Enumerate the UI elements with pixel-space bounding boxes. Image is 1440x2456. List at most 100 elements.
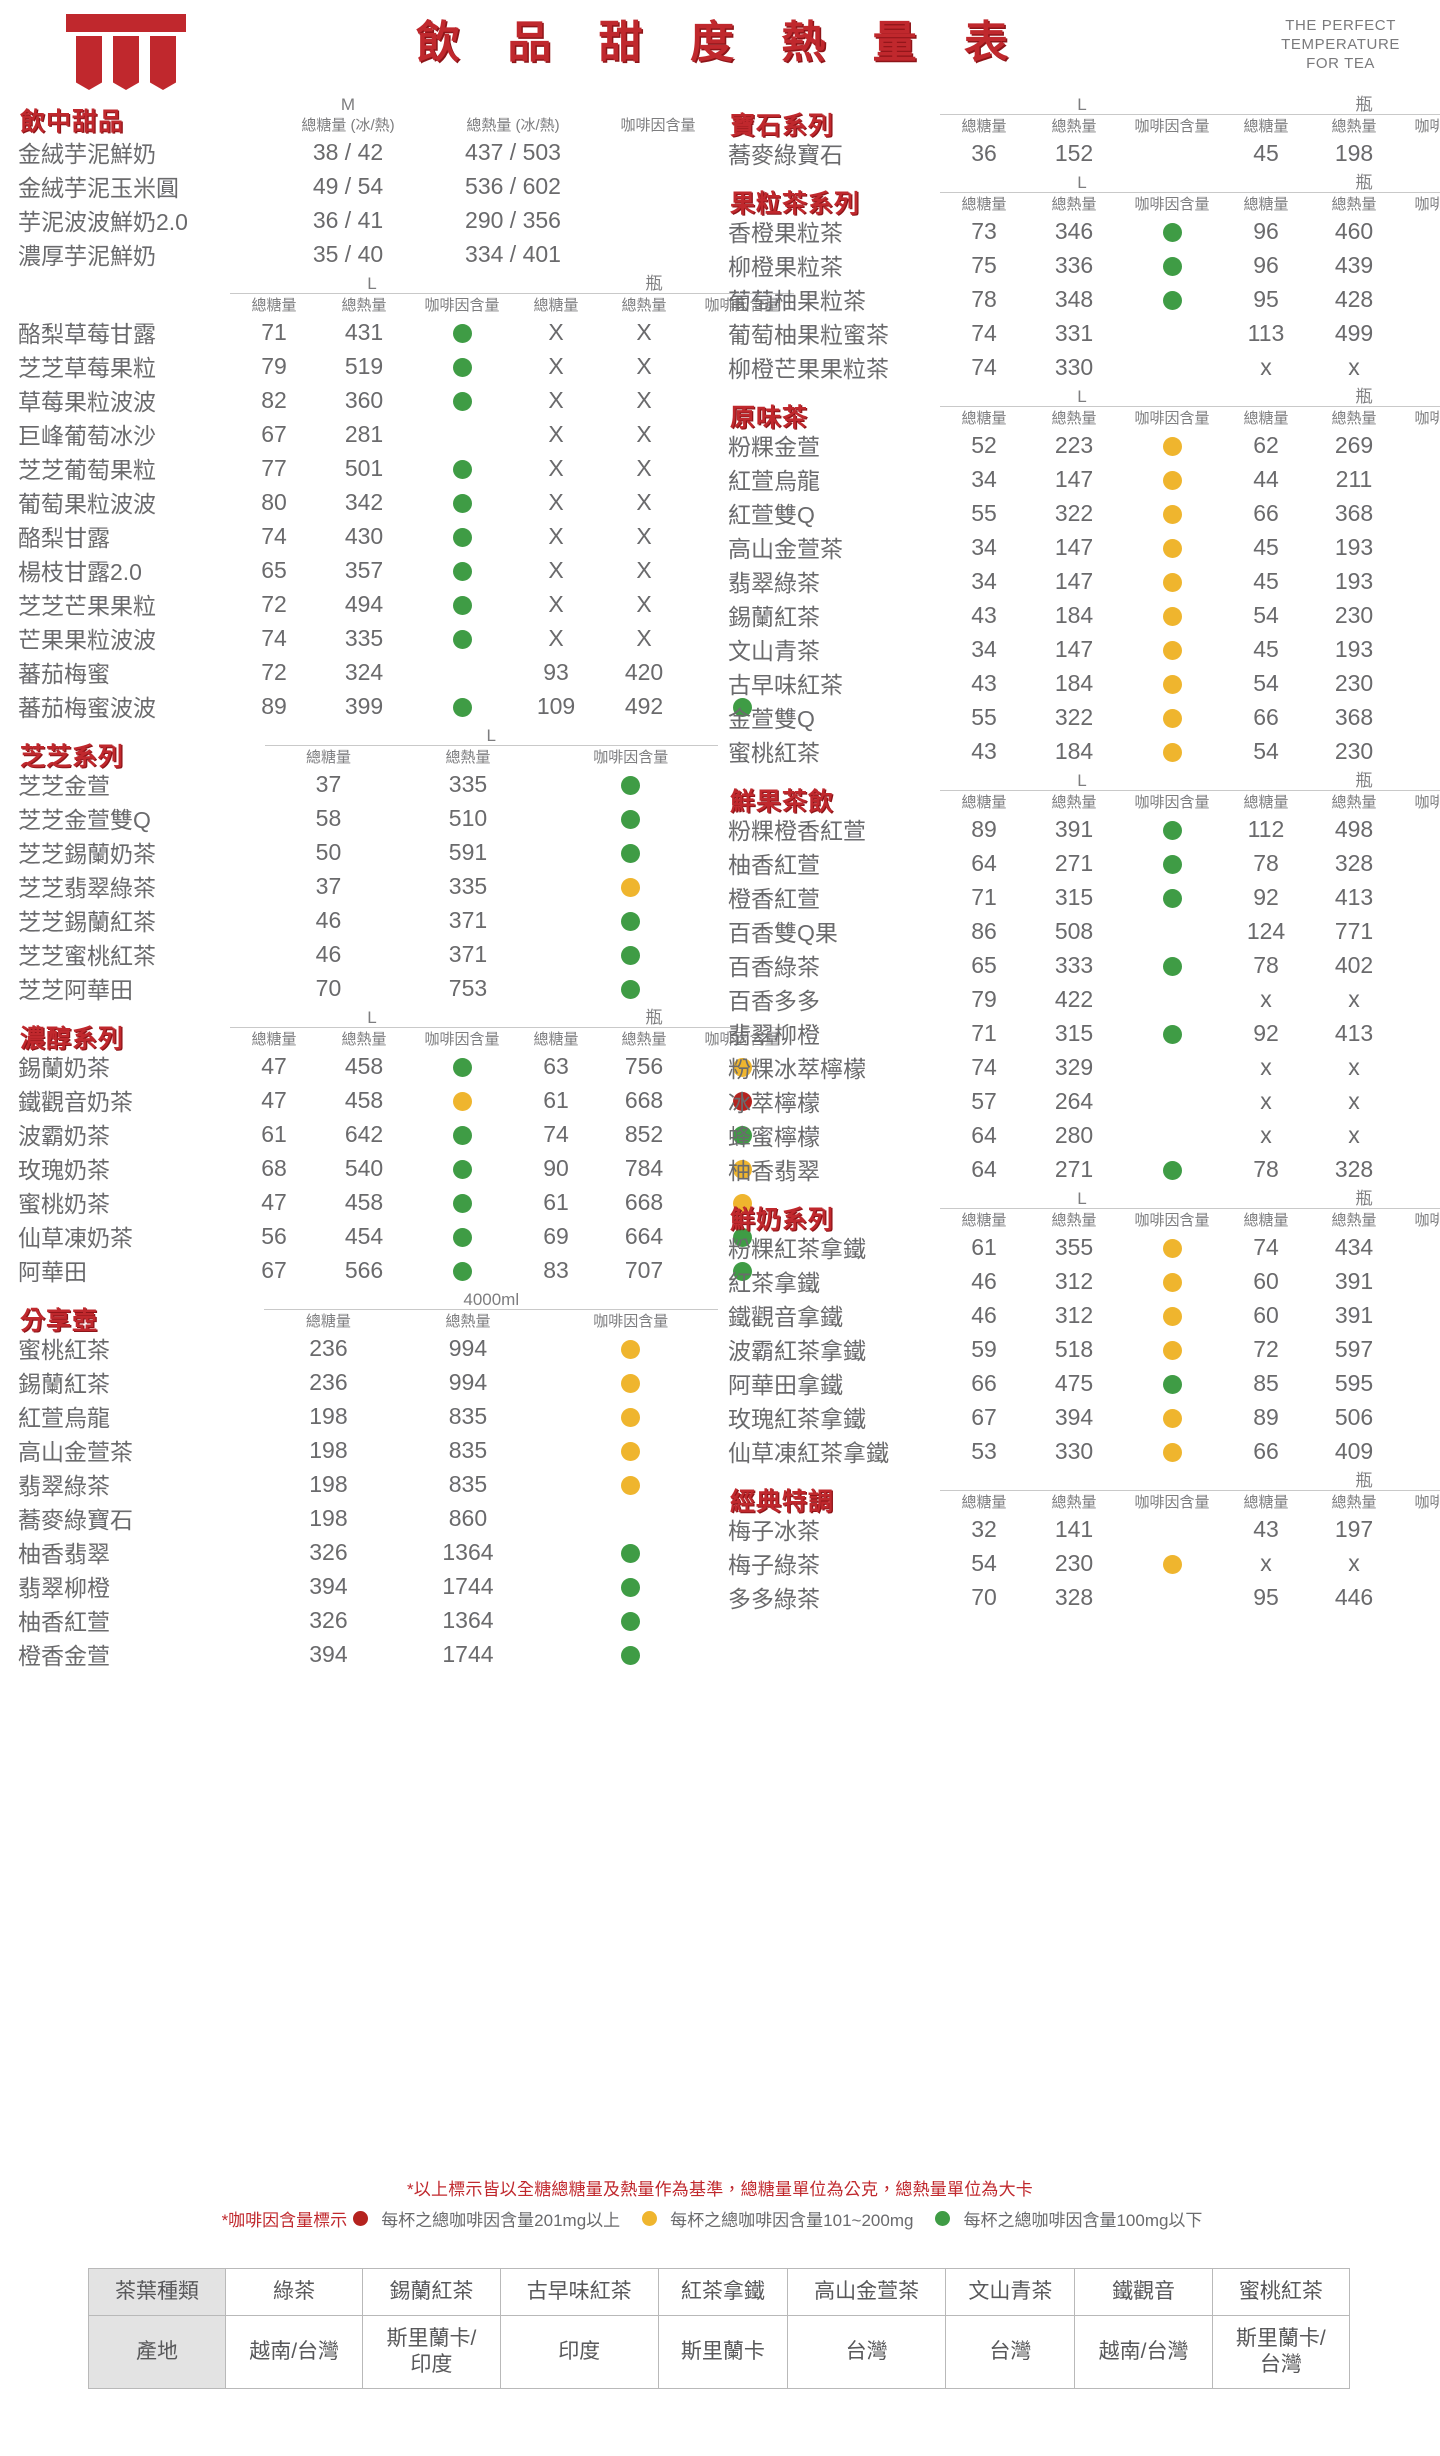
col-header-cal: 總熱量 [445,749,491,766]
bottle-sugar: x [1260,1549,1272,1576]
bottle-caffeine [690,1083,794,1117]
bottle-calories: x [1348,353,1360,380]
col-header-caffeine: 咖啡因含量 [593,1313,669,1330]
caffeine-dot-icon [621,843,641,863]
item-caffeine [544,1603,718,1637]
item-sugar: 55 [971,703,997,730]
table-row: 柳橙芒果果粒茶 74 330 x x [728,350,1440,384]
item-calories: 331 [1054,319,1094,346]
item-sugar: 46 [971,1301,997,1328]
item-sugar: 61 [971,1233,997,1260]
item-name: 梅子綠茶 [728,1552,820,1578]
col-header-sugar-L: 總糖量 [251,1031,297,1048]
item-caffeine [1120,530,1224,564]
bottle-caffeine [1400,1512,1440,1546]
table-row: 鐵觀音奶茶 47 458 61 668 [18,1083,794,1117]
item-name: 芋泥波波鮮奶2.0 [18,209,188,235]
item-caffeine [1120,428,1224,462]
item-calories: 346 [1054,217,1094,244]
item-caffeine [1120,1400,1224,1434]
col-header-cal-L: 總熱量 [1051,118,1097,135]
item-caffeine [1120,1118,1224,1152]
col-header-cal: 總熱量 [445,1313,491,1330]
item-name: 百香雙Q果 [728,920,838,946]
bottle-caffeine [1400,1434,1440,1468]
col-header-caffeine-L: 咖啡因含量 [1134,1494,1210,1511]
caffeine-dot-icon [452,357,472,377]
item-sugar: 49 / 54 [312,172,384,199]
size-label-bottle: 瓶 [1355,387,1373,406]
item-name: 蕃茄梅蜜 [18,661,110,687]
table-row: 巨峰葡萄冰沙 67 281 X X [18,417,794,451]
caffeine-dot-icon [1162,1374,1182,1394]
item-sugar: 78 [971,285,997,312]
table-row: 冰萃檸檬 57 264 x x [728,1084,1440,1118]
table-row: 翡翠綠茶 198 835 [18,1467,718,1501]
footnote-caffeine-label: *咖啡因含量標示 [221,2211,348,2230]
item-calories: 348 [1054,285,1094,312]
bottle-calories: X [636,318,652,345]
col-header-sugar-L: 總糖量 [961,118,1007,135]
table-row: 翡翠柳橙 394 1744 [18,1569,718,1603]
item-caffeine [544,1399,718,1433]
item-caffeine [544,835,718,869]
section-cheese-series: 芝芝系列 L 總糖量 總熱量 咖啡因含量 芝芝金萱 37 335 芝芝金萱雙Q 58 510 芝芝錫蘭… [18,727,718,1005]
item-sugar: 36 [971,139,997,166]
item-sugar: 82 [261,386,287,413]
tea-type-cell: 古早味紅茶 [499,2268,659,2316]
item-calories: 394 [1054,1403,1094,1430]
legend-dot-green-icon [935,2211,951,2226]
bottle-calories: 852 [624,1120,664,1147]
brand-line-1: THE PERFECT [1285,17,1396,34]
bottle-caffeine [1400,214,1440,248]
col-header-caffeine-bottle: 咖啡因含量 [1414,1212,1440,1229]
item-caffeine [410,1151,514,1185]
bottle-caffeine [1400,248,1440,282]
size-label-bottle: 瓶 [645,1008,663,1027]
item-sugar: 67 [971,1403,997,1430]
tea-origin-cell: 台灣 [945,2315,1076,2389]
item-name: 仙草凍奶茶 [18,1225,133,1251]
bottle-sugar: x [1260,353,1272,380]
item-caffeine [410,1219,514,1253]
table-row: 阿華田 67 566 83 707 [18,1253,794,1287]
item-caffeine [544,801,718,835]
bottle-sugar: 93 [543,658,569,685]
item-sugar: 68 [261,1154,287,1181]
col-header-cal-L: 總熱量 [341,1031,387,1048]
item-calories: 540 [344,1154,384,1181]
item-calories: 280 [1054,1121,1094,1148]
item-caffeine [598,237,718,271]
item-name: 芝芝芒果果粒 [18,593,156,619]
tea-type-cell: 錫蘭紅茶 [362,2268,501,2316]
caffeine-dot-icon [1162,1306,1182,1326]
item-caffeine [1120,982,1224,1016]
item-sugar: 47 [261,1086,287,1113]
table-row: 紅萱烏龍 34 147 44 211 [728,462,1440,496]
item-calories: 458 [344,1052,384,1079]
item-calories: 835 [448,1470,488,1497]
size-label-L: L [1077,387,1087,406]
item-sugar: 54 [971,1549,997,1576]
table-row: 橙香金萱 394 1744 [18,1637,718,1671]
item-name: 蕃茄梅蜜波波 [18,695,156,721]
item-sugar: 80 [261,488,287,515]
item-caffeine [598,203,718,237]
item-name: 錫蘭奶茶 [18,1055,110,1081]
caffeine-dot-icon [1162,290,1182,310]
item-name: 蕎麥綠寶石 [18,1507,133,1533]
tea-origin-cell: 台灣 [786,2315,947,2389]
table-row: 梅子綠茶 54 230 x x [728,1546,1440,1580]
bottle-caffeine [1400,666,1440,700]
item-sugar: 70 [971,1583,997,1610]
item-caffeine [410,349,514,383]
tea-origin-cell: 印度 [499,2315,659,2389]
item-sugar: 74 [971,353,997,380]
item-name: 梅子冰茶 [728,1518,820,1544]
item-calories: 335 [344,624,384,651]
caffeine-dot-icon [1163,1521,1182,1540]
item-sugar: 58 [315,804,342,831]
table-row: 柚香紅萱 326 1364 [18,1603,718,1637]
item-caffeine [1120,1366,1224,1400]
